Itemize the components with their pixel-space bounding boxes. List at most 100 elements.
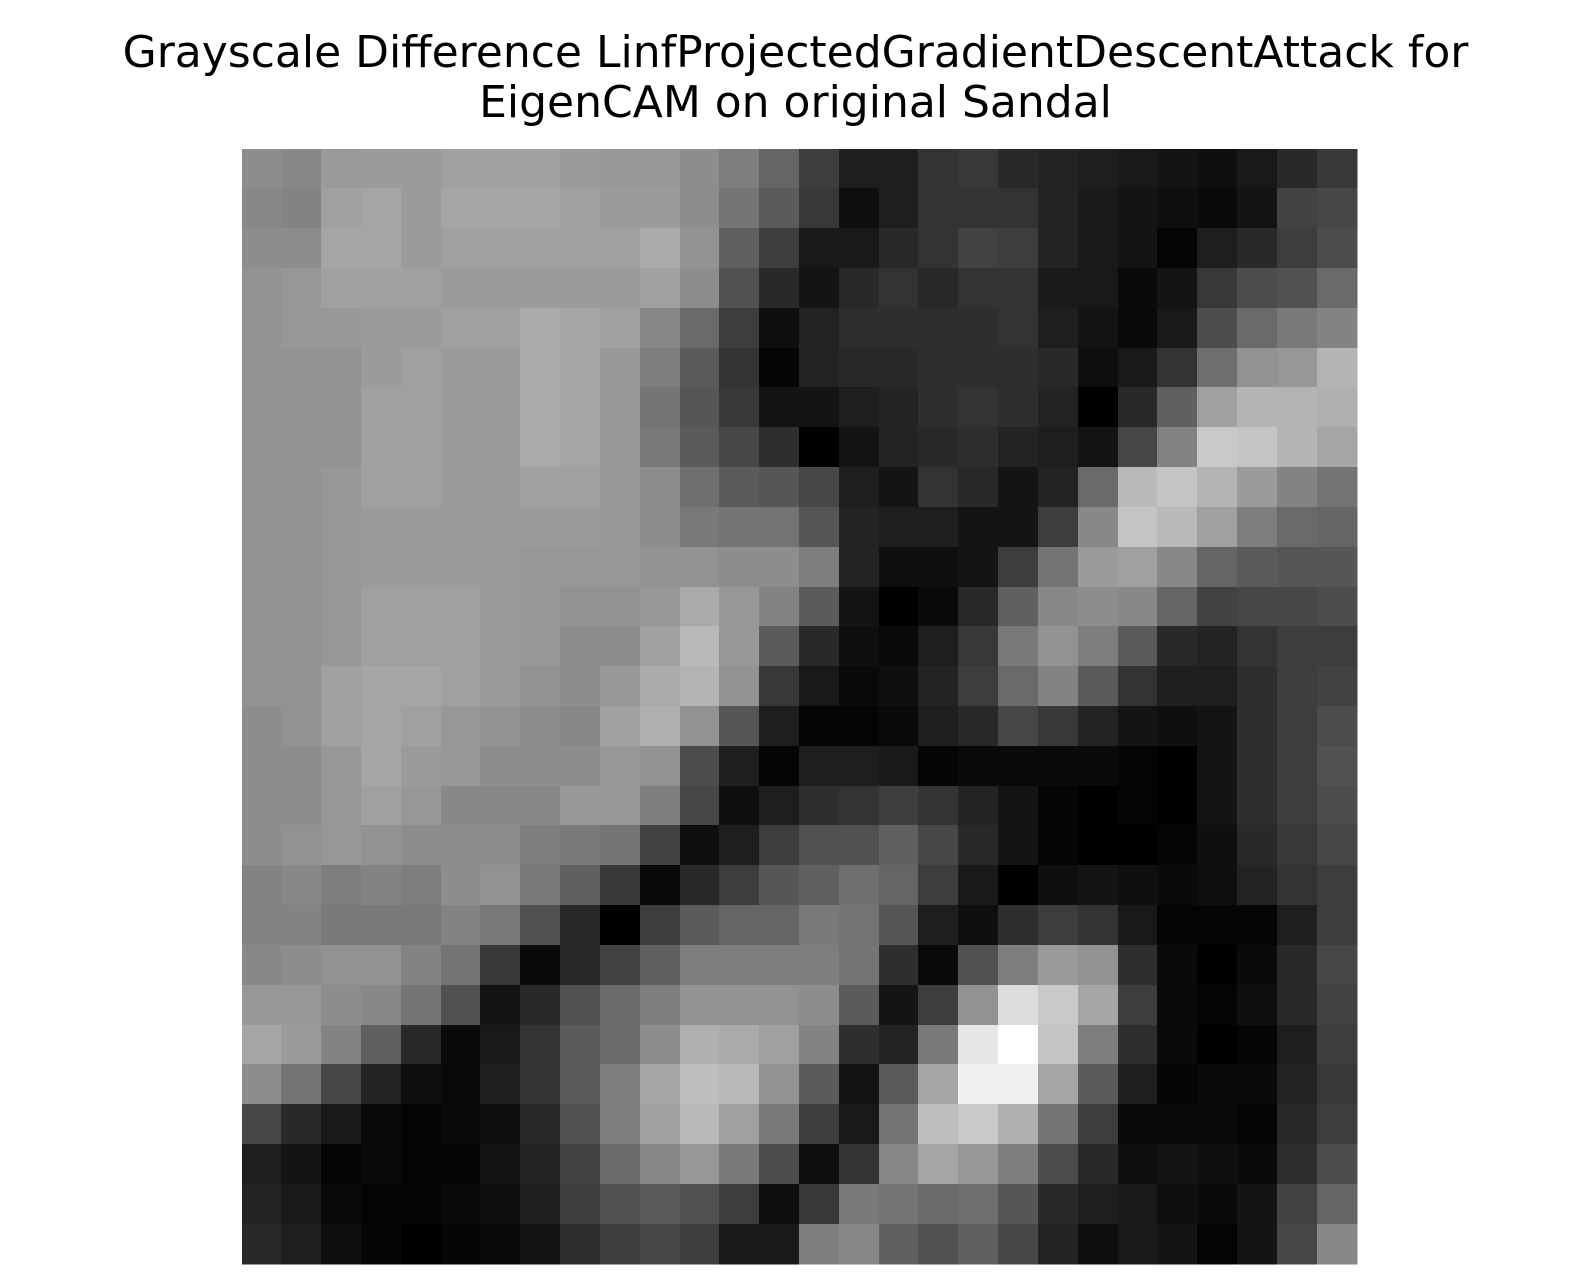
heatmap-cell-r16-c18 bbox=[958, 786, 999, 826]
heatmap-cell-r15-c24 bbox=[1197, 746, 1238, 787]
heatmap-cell-r12-c18 bbox=[958, 626, 999, 667]
heatmap-cell-r1-c25 bbox=[1237, 188, 1278, 229]
heatmap-cell-r7-c9 bbox=[600, 427, 641, 468]
heatmap-cell-r13-c6 bbox=[480, 666, 521, 707]
heatmap-cell-r14-c15 bbox=[839, 706, 880, 747]
heatmap-cell-r19-c1 bbox=[281, 905, 322, 946]
heatmap-cell-r14-c11 bbox=[680, 706, 720, 747]
heatmap-cell-r6-c27 bbox=[1317, 387, 1358, 428]
heatmap-cell-r25-c9 bbox=[600, 1144, 641, 1185]
heatmap-cell-r3-c3 bbox=[361, 268, 402, 309]
heatmap-cell-r10-c15 bbox=[839, 547, 880, 588]
heatmap-cell-r3-c21 bbox=[1078, 268, 1119, 309]
heatmap-cell-r25-c16 bbox=[879, 1144, 919, 1185]
heatmap-cell-r25-c25 bbox=[1237, 1144, 1278, 1185]
heatmap-cell-r24-c13 bbox=[759, 1104, 800, 1145]
heatmap-cell-r13-c26 bbox=[1277, 666, 1318, 707]
heatmap-cell-r17-c22 bbox=[1118, 825, 1158, 866]
heatmap-cell-r12-c22 bbox=[1118, 626, 1158, 667]
heatmap-cell-r15-c4 bbox=[401, 746, 442, 787]
heatmap-cell-r7-c18 bbox=[958, 427, 999, 468]
heatmap-cell-r8-c20 bbox=[1038, 467, 1079, 508]
heatmap-cell-r5-c4 bbox=[401, 348, 442, 388]
heatmap-cell-r21-c24 bbox=[1197, 985, 1238, 1026]
heatmap-cell-r3-c16 bbox=[879, 268, 919, 309]
heatmap-cell-r25-c0 bbox=[242, 1144, 282, 1185]
heatmap-cell-r0-c3 bbox=[361, 149, 402, 189]
heatmap-cell-r10-c2 bbox=[321, 547, 362, 588]
heatmap-cell-r14-c4 bbox=[401, 706, 442, 747]
heatmap-cell-r11-c0 bbox=[242, 587, 282, 627]
heatmap-cell-r8-c4 bbox=[401, 467, 442, 508]
heatmap-cell-r12-c21 bbox=[1078, 626, 1119, 667]
heatmap-cell-r0-c1 bbox=[281, 149, 322, 189]
heatmap-cell-r16-c9 bbox=[600, 786, 641, 826]
heatmap-cell-r0-c9 bbox=[600, 149, 641, 189]
heatmap-cell-r6-c17 bbox=[918, 387, 959, 428]
heatmap-cell-r20-c13 bbox=[759, 945, 800, 986]
heatmap-cell-r18-c17 bbox=[918, 865, 959, 906]
heatmap-cell-r5-c17 bbox=[918, 348, 959, 388]
heatmap-cell-r12-c12 bbox=[719, 626, 760, 667]
heatmap-cell-r0-c24 bbox=[1197, 149, 1238, 189]
heatmap-cell-r1-c21 bbox=[1078, 188, 1119, 229]
heatmap-cell-r18-c19 bbox=[998, 865, 1039, 906]
heatmap-cell-r6-c18 bbox=[958, 387, 999, 428]
heatmap-cell-r21-c1 bbox=[281, 985, 322, 1026]
heatmap-cell-r18-c3 bbox=[361, 865, 402, 906]
heatmap-cell-r23-c5 bbox=[441, 1064, 481, 1105]
heatmap-cell-r1-c12 bbox=[719, 188, 760, 229]
heatmap-cell-r6-c23 bbox=[1157, 387, 1198, 428]
heatmap-cell-r13-c7 bbox=[520, 666, 561, 707]
heatmap-cell-r20-c24 bbox=[1197, 945, 1238, 986]
heatmap-cell-r6-c20 bbox=[1038, 387, 1079, 428]
heatmap-cell-r13-c2 bbox=[321, 666, 362, 707]
heatmap-cell-r22-c4 bbox=[401, 1025, 442, 1065]
heatmap-cell-r7-c1 bbox=[281, 427, 322, 468]
heatmap-cell-r1-c23 bbox=[1157, 188, 1198, 229]
heatmap-cell-r14-c17 bbox=[918, 706, 959, 747]
heatmap-cell-r22-c26 bbox=[1277, 1025, 1318, 1065]
heatmap-cell-r17-c26 bbox=[1277, 825, 1318, 866]
heatmap-cell-r18-c6 bbox=[480, 865, 521, 906]
heatmap-cell-r27-c11 bbox=[680, 1224, 720, 1265]
heatmap-cell-r22-c6 bbox=[480, 1025, 521, 1065]
heatmap-cell-r2-c3 bbox=[361, 228, 402, 269]
heatmap-cell-r11-c14 bbox=[799, 587, 840, 627]
heatmap-cell-r20-c4 bbox=[401, 945, 442, 986]
heatmap-cell-r21-c8 bbox=[560, 985, 601, 1026]
heatmap-cell-r24-c23 bbox=[1157, 1104, 1198, 1145]
heatmap-cell-r17-c18 bbox=[958, 825, 999, 866]
heatmap-cell-r0-c26 bbox=[1277, 149, 1318, 189]
heatmap-cell-r22-c20 bbox=[1038, 1025, 1079, 1065]
heatmap-cell-r19-c6 bbox=[480, 905, 521, 946]
heatmap-cell-r27-c7 bbox=[520, 1224, 561, 1265]
heatmap-cell-r4-c3 bbox=[361, 308, 402, 349]
heatmap-cell-r9-c7 bbox=[520, 507, 561, 548]
heatmap-cell-r3-c14 bbox=[799, 268, 840, 309]
heatmap-cell-r8-c24 bbox=[1197, 467, 1238, 508]
heatmap-cell-r23-c7 bbox=[520, 1064, 561, 1105]
heatmap-cell-r17-c6 bbox=[480, 825, 521, 866]
heatmap-cell-r5-c26 bbox=[1277, 348, 1318, 388]
heatmap-cell-r2-c0 bbox=[242, 228, 282, 269]
heatmap-cell-r8-c17 bbox=[918, 467, 959, 508]
heatmap-cell-r23-c22 bbox=[1118, 1064, 1158, 1105]
heatmap-cell-r22-c24 bbox=[1197, 1025, 1238, 1065]
heatmap-cell-r9-c8 bbox=[560, 507, 601, 548]
heatmap-cell-r20-c14 bbox=[799, 945, 840, 986]
heatmap-cell-r18-c10 bbox=[640, 865, 681, 906]
heatmap-cell-r10-c22 bbox=[1118, 547, 1158, 588]
heatmap-cell-r27-c8 bbox=[560, 1224, 601, 1265]
heatmap-cell-r23-c14 bbox=[799, 1064, 840, 1105]
heatmap-cell-r23-c26 bbox=[1277, 1064, 1318, 1105]
heatmap-cell-r2-c20 bbox=[1038, 228, 1079, 269]
heatmap-cell-r21-c0 bbox=[242, 985, 282, 1026]
heatmap-cell-r22-c27 bbox=[1317, 1025, 1358, 1065]
heatmap-cell-r8-c6 bbox=[480, 467, 521, 508]
heatmap-cell-r4-c5 bbox=[441, 308, 481, 349]
heatmap-cell-r21-c4 bbox=[401, 985, 442, 1026]
heatmap-cell-r14-c5 bbox=[441, 706, 481, 747]
heatmap-cell-r20-c15 bbox=[839, 945, 880, 986]
heatmap-cell-r15-c11 bbox=[680, 746, 720, 787]
